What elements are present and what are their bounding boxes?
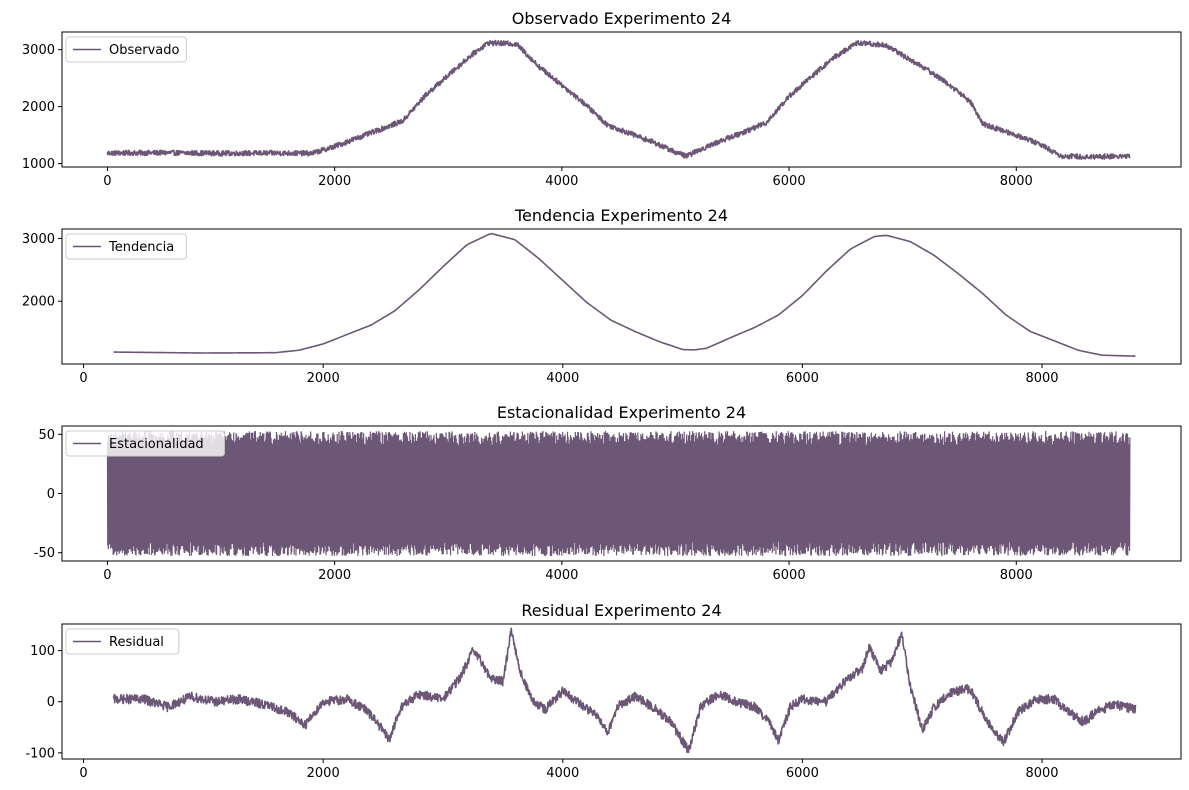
y-tick-label: 100 bbox=[30, 644, 55, 659]
legend: Residual bbox=[65, 628, 180, 655]
chart-panel-2: Estacionalidad Experimento 24 0 2000 4000 60… bbox=[34, 403, 1182, 583]
y-tick-label: 2000 bbox=[22, 100, 55, 115]
x-tick-label: 0 bbox=[103, 174, 111, 189]
series-group bbox=[112, 627, 1137, 754]
x-tick-label: 2000 bbox=[318, 174, 351, 189]
x-tick-label: 2000 bbox=[318, 568, 351, 583]
chart-title: Residual Experimento 24 bbox=[521, 601, 721, 620]
legend: Estacionalidad bbox=[65, 430, 225, 457]
y-tick-label: 0 bbox=[47, 487, 55, 502]
axes-frame bbox=[61, 623, 1182, 760]
y-tick-label: 0 bbox=[47, 695, 55, 710]
chart-title: Estacionalidad Experimento 24 bbox=[497, 403, 746, 422]
legend-label: Residual bbox=[109, 635, 164, 650]
x-tick-label: 0 bbox=[79, 371, 87, 386]
x-tick-label: 2000 bbox=[307, 766, 340, 781]
legend-box bbox=[65, 430, 225, 457]
y-tick-label: 50 bbox=[38, 428, 55, 443]
series-line-residual bbox=[112, 627, 1137, 754]
y-tick-label: -100 bbox=[25, 746, 55, 761]
y-tick-label: 2000 bbox=[22, 295, 55, 310]
legend: Observado bbox=[65, 36, 187, 63]
legend-box bbox=[65, 233, 187, 260]
x-tick-label: 6000 bbox=[786, 766, 819, 781]
series-line-observado bbox=[106, 39, 1131, 160]
x-tick-label: 8000 bbox=[1000, 568, 1033, 583]
legend-label: Estacionalidad bbox=[109, 437, 204, 452]
y-tick-label: 1000 bbox=[22, 157, 55, 172]
y-tick-label: -50 bbox=[34, 546, 55, 561]
series-group bbox=[106, 431, 1131, 557]
y-tick-label: 3000 bbox=[22, 43, 55, 58]
x-tick-label: 6000 bbox=[773, 174, 806, 189]
x-tick-label: 4000 bbox=[545, 174, 578, 189]
x-tick-label: 4000 bbox=[545, 568, 578, 583]
series-group bbox=[106, 39, 1131, 160]
legend-box bbox=[65, 628, 180, 655]
x-tick-label: 0 bbox=[103, 568, 111, 583]
x-tick-label: 4000 bbox=[546, 766, 579, 781]
series-group bbox=[113, 232, 1136, 357]
legend-label: Observado bbox=[109, 43, 180, 58]
axes-frame bbox=[61, 31, 1182, 168]
x-tick-label: 8000 bbox=[1025, 371, 1058, 386]
axes-frame bbox=[61, 228, 1182, 365]
x-tick-label: 0 bbox=[79, 766, 87, 781]
chart-panel-0: Observado Experimento 24 0 2000 4000 6000 800… bbox=[22, 9, 1182, 189]
x-tick-label: 2000 bbox=[307, 371, 340, 386]
legend: Tendencia bbox=[65, 233, 187, 260]
series-line-tendencia bbox=[113, 232, 1136, 357]
legend-box bbox=[65, 36, 187, 63]
legend-label: Tendencia bbox=[108, 240, 174, 255]
series-line-estacionalidad bbox=[106, 431, 1131, 557]
x-tick-label: 8000 bbox=[1000, 174, 1033, 189]
x-tick-label: 8000 bbox=[1025, 766, 1058, 781]
x-tick-label: 6000 bbox=[773, 568, 806, 583]
x-tick-label: 4000 bbox=[546, 371, 579, 386]
chart-panel-3: Residual Experimento 24 0 2000 4000 6000 8000… bbox=[25, 601, 1182, 781]
y-tick-label: 3000 bbox=[22, 232, 55, 247]
chart-title: Observado Experimento 24 bbox=[512, 9, 732, 28]
x-tick-label: 6000 bbox=[786, 371, 819, 386]
chart-title: Tendencia Experimento 24 bbox=[514, 206, 728, 225]
chart-panel-1: Tendencia Experimento 24 0 2000 4000 6000 800… bbox=[22, 206, 1182, 386]
